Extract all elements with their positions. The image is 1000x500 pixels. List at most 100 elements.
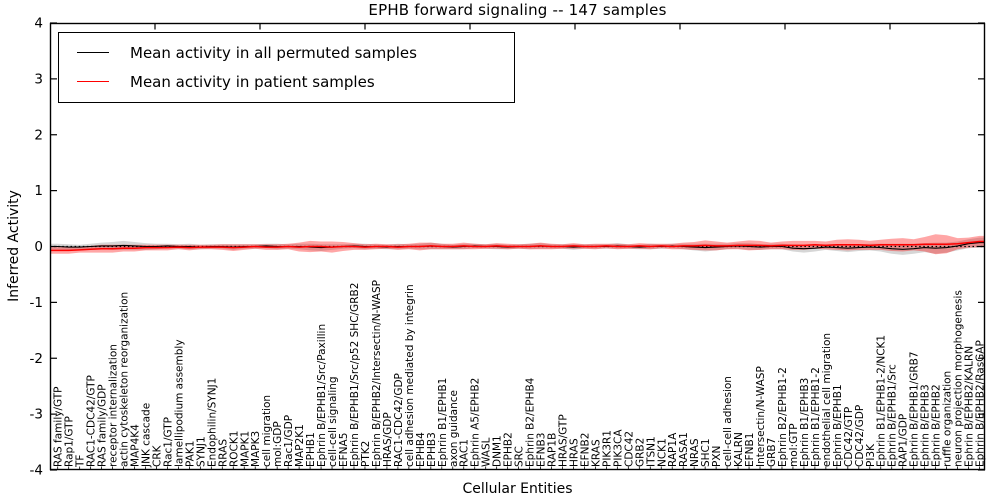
x-tick-label: Ephrin B2/EPHB4 [525, 377, 537, 467]
x-tick-label: RAP1/GDP [898, 414, 910, 467]
x-tick-label: Ephrin B/EPHB2/RasGAP [975, 340, 987, 467]
x-tick-label: Ephrin B/EPHB3 [920, 384, 932, 467]
x-tick-label: HRAS [569, 438, 581, 467]
x-tick-label: mol:GTP [788, 423, 800, 467]
x-tick-label: EPHB1 [305, 432, 317, 467]
x-tick-label: actin cytoskeleton reorganization [119, 292, 131, 467]
x-tick-label: Ephrin B/EPHB1/Src/p52 SHC/GRB2 [349, 283, 361, 467]
y-tick-label: -4 [30, 463, 43, 479]
x-tick-label: PIK3R1 [601, 430, 613, 467]
x-tick-label: Rac1/GDP [283, 415, 295, 467]
legend-label: Mean activity in patient samples [130, 72, 375, 91]
legend-line-sample [77, 52, 109, 53]
x-tick-label: PAK1 [184, 441, 196, 467]
x-tick-label: Ephrin B1/EPHB1 [437, 378, 449, 467]
x-tick-label: Rac1/GTP [162, 417, 174, 467]
x-tick-label: ROCK1 [228, 431, 240, 467]
x-tick-label: MAP2K1 [294, 424, 306, 467]
x-tick-label: CRK [152, 444, 164, 467]
y-tick-label: 2 [34, 127, 43, 143]
x-tick-label: EFNA5 [338, 433, 350, 467]
x-tick-label: SRC [514, 446, 526, 467]
x-tick-label: axon guidance [448, 390, 460, 467]
x-tick-label: RAS family/GDP [97, 384, 109, 467]
x-tick-label: Rap1/GTP [64, 416, 76, 467]
y-axis-label: Inferred Activity [6, 190, 22, 302]
legend-entry: Mean activity in all permuted samples [59, 38, 514, 67]
x-tick-label: cell migration [261, 395, 273, 467]
x-tick-label: mol:GDP [272, 421, 284, 467]
x-tick-label: MAP4K4 [130, 424, 142, 467]
x-tick-label: SYNJ1 [195, 436, 207, 467]
x-tick-label: RRAS [217, 439, 229, 467]
y-tick-label: 1 [34, 183, 43, 199]
x-tick-label: Intersectin/N-WASP [755, 366, 767, 467]
legend-label: Mean activity in all permuted samples [130, 43, 417, 62]
y-tick-label: 0 [34, 239, 43, 255]
x-tick-label: ruffle organization [942, 371, 954, 467]
x-tick-label: EPHB2 [503, 432, 515, 467]
x-tick-label: GRB2 [634, 438, 646, 467]
x-tick-label: PTK2 [360, 441, 372, 467]
x-tick-label: Ephrin B/EPHB1/Src/Paxillin [316, 324, 328, 467]
x-tick-label: EPHB3 [426, 432, 438, 467]
x-tick-label: RASA1 [678, 432, 690, 467]
x-tick-label: DNM1 [492, 435, 504, 467]
x-tick-label: cell-cell signaling [327, 376, 339, 467]
x-tick-label: NCK1 [656, 438, 668, 467]
x-tick-label: EFNB1 [744, 433, 756, 467]
x-tick-label: RAS family/GTP [53, 386, 65, 467]
x-tick-label: Ephrin B/EPHB1 [832, 384, 844, 467]
x-tick-label: Ephrin B1/EPHB1-2 [810, 367, 822, 467]
x-tick-label: Ephrin B/EPHB2/Intersectin/N-WASP [371, 280, 383, 467]
x-tick-label: PI3K [865, 443, 877, 467]
x-tick-label: RAC1-CDC42/GDP [393, 373, 405, 467]
x-tick-label: EFNB2 [579, 433, 591, 467]
x-tick-label: KALRN [733, 432, 745, 467]
x-tick-label: neuron projection morphogenesis [953, 290, 965, 467]
x-tick-label: cell adhesion mediated by integrin [404, 284, 416, 467]
x-tick-label: EFNB3 [536, 433, 548, 467]
x-tick-label: HRAS/GTP [558, 414, 570, 467]
x-tick-label: KRAS [590, 439, 602, 467]
patient-mean-line [50, 240, 985, 252]
x-tick-label: Ephrin B/EPHB2 [931, 384, 943, 467]
y-tick-label: -3 [30, 407, 43, 423]
x-tick-label: SHC1 [700, 438, 712, 467]
x-tick-label: Ephrin B/EPHB1/GRB7 [909, 351, 921, 467]
patient-variance-band [50, 234, 985, 255]
x-tick-label: endothelial cell migration [821, 333, 833, 467]
x-tick-label: EPHB4 [415, 432, 427, 467]
x-tick-label: PIK3CA [612, 429, 624, 467]
y-tick-label: 4 [34, 16, 43, 32]
y-tick-label: -1 [30, 295, 43, 311]
x-tick-label: CDC42 [623, 431, 635, 467]
legend: Mean activity in all permuted samples Mea… [58, 32, 515, 103]
x-tick-label: RAC1-CDC42/GTP [86, 375, 98, 467]
x-tick-label: Ephrin B2/EPHB1-2 [777, 367, 789, 467]
x-tick-label: Ephrin B/EPHB1/Src [887, 364, 899, 467]
x-tick-label: receptor internalization [108, 344, 120, 467]
legend-line-sample [77, 81, 109, 82]
chart-title: EPHB forward signaling -- 147 samples [368, 1, 667, 19]
x-tick-label: Ephrin B/EPHB2/KALRN [964, 346, 976, 467]
x-tick-label: Ephrin B1/EPHB3 [799, 378, 811, 467]
y-tick-label: -2 [30, 351, 43, 367]
x-tick-label: Endophilin/SYNJ1 [206, 378, 218, 467]
x-tick-label: RAP1A [667, 432, 679, 467]
x-tick-label: cell-cell adhesion [722, 376, 734, 467]
x-tick-label: lamellipodium assembly [173, 339, 185, 467]
x-tick-label: Ephrin A5/EPHB2 [470, 378, 482, 467]
legend-entry: Mean activity in patient samples [59, 67, 514, 96]
x-tick-label: CDC42/GTP [843, 407, 855, 467]
x-tick-label: TF [75, 455, 87, 468]
x-tick-label: GRB7 [766, 438, 778, 467]
x-tick-label: PXN [711, 446, 723, 467]
x-axis-label: Cellular Entities [462, 481, 573, 497]
x-tick-label: MAPK3 [250, 431, 262, 467]
x-tick-label: WASL [481, 437, 493, 467]
x-tick-label: RAC1 [459, 439, 471, 467]
x-tick-label: ITSN1 [645, 436, 657, 467]
